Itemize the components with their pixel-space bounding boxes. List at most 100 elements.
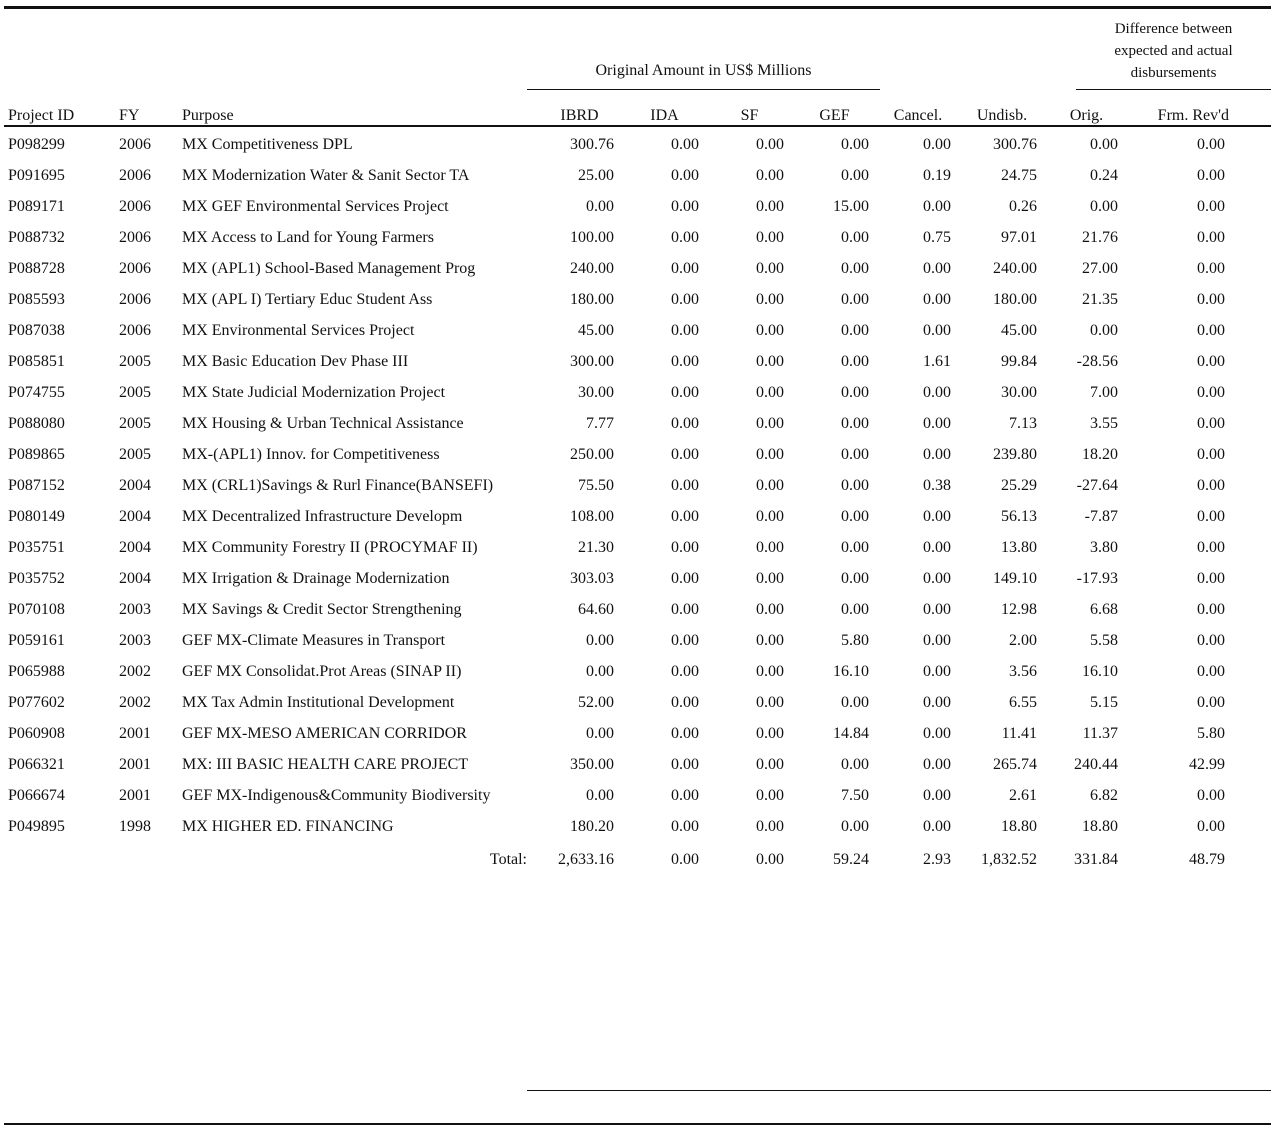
- table-row: P059161 2003 GEF MX-Climate Measures in Tr…: [8, 626, 1233, 657]
- cell-fy: 2006: [119, 229, 151, 246]
- cell-project-id: P070108: [8, 601, 65, 618]
- cell-sf: 0.00: [756, 818, 784, 835]
- cell-project-id: P059161: [8, 632, 65, 649]
- table-row: P088728 2006 MX (APL1) School-Based Manage…: [8, 254, 1233, 285]
- col-header-fy: FY: [119, 107, 140, 124]
- cell-cancel: 0.19: [923, 167, 951, 184]
- cell-purpose: MX Decentralized Infrastructure Developm: [182, 502, 537, 533]
- cell-frm-revd: 0.00: [1197, 632, 1225, 649]
- total-spacer: [8, 843, 111, 871]
- cell-gef: 0.00: [841, 167, 869, 184]
- col-header-ibrd: IBRD: [560, 107, 599, 124]
- cell-sf: 0.00: [756, 787, 784, 804]
- cell-fy: 2006: [119, 198, 151, 215]
- cell-ibrd: 0.00: [586, 725, 614, 742]
- cell-fy: 2004: [119, 539, 151, 556]
- cell-frm-revd: 0.00: [1197, 818, 1225, 835]
- cell-undisb: 18.80: [1001, 818, 1037, 835]
- cell-undisb: 2.00: [1009, 632, 1037, 649]
- cell-fy: 2004: [119, 477, 151, 494]
- cell-purpose: MX HIGHER ED. FINANCING: [182, 812, 537, 843]
- cell-sf: 0.00: [756, 601, 784, 618]
- cell-ida: 0.00: [671, 136, 699, 153]
- cell-ibrd: 21.30: [578, 539, 614, 556]
- cell-sf: 0.00: [756, 291, 784, 308]
- cell-frm-revd: 0.00: [1197, 663, 1225, 680]
- table-row: P098299 2006 MX Competitiveness DPL 300.76 0…: [8, 130, 1233, 161]
- table-row: P049895 1998 MX HIGHER ED. FINANCING 180.20…: [8, 812, 1233, 843]
- cell-ibrd: 100.00: [570, 229, 614, 246]
- cell-gef: 7.50: [841, 787, 869, 804]
- cell-fy: 2005: [119, 384, 151, 401]
- table-row: P088732 2006 MX Access to Land for Young F…: [8, 223, 1233, 254]
- cell-purpose: MX (CRL1)Savings & Rurl Finance(BANSEFI): [182, 471, 537, 502]
- cell-orig: 6.68: [1090, 601, 1118, 618]
- cell-ida: 0.00: [671, 818, 699, 835]
- cell-frm-revd: 0.00: [1197, 291, 1225, 308]
- cell-cancel: 0.00: [923, 260, 951, 277]
- cell-cancel: 0.00: [923, 291, 951, 308]
- cell-purpose: MX Basic Education Dev Phase III: [182, 347, 537, 378]
- purpose-text: MX (APL I) Tertiary Educ Student Ass: [182, 291, 433, 308]
- cell-sf: 0.00: [756, 167, 784, 184]
- cell-ibrd: 108.00: [570, 508, 614, 525]
- cell-fy: 1998: [119, 818, 151, 835]
- cell-orig: 18.20: [1082, 446, 1118, 463]
- cell-undisb: 24.75: [1001, 167, 1037, 184]
- cell-fy: 2006: [119, 260, 151, 277]
- cell-project-id: P085851: [8, 353, 65, 370]
- cell-undisb: 45.00: [1001, 322, 1037, 339]
- cell-sf: 0.00: [756, 539, 784, 556]
- purpose-text: MX Environmental Services Project: [182, 322, 415, 339]
- cell-cancel: 1.61: [923, 353, 951, 370]
- cell-purpose: MX Irrigation & Drainage Modernization: [182, 564, 537, 595]
- cell-undisb: 97.01: [1001, 229, 1037, 246]
- cell-orig: 5.58: [1090, 632, 1118, 649]
- purpose-text: MX GEF Environmental Services Project: [182, 198, 449, 215]
- difference-header-line: Difference between: [1114, 21, 1233, 37]
- cell-project-id: P087038: [8, 322, 65, 339]
- cell-sf: 0.00: [756, 415, 784, 432]
- cell-undisb: 6.55: [1009, 694, 1037, 711]
- cell-ibrd: 300.00: [570, 353, 614, 370]
- cell-orig: 240.44: [1074, 756, 1118, 773]
- table-row: P085851 2005 MX Basic Education Dev Phase …: [8, 347, 1233, 378]
- cell-gef: 0.00: [841, 260, 869, 277]
- cell-gef: 0.00: [841, 384, 869, 401]
- table-row: P065988 2002 GEF MX Consolidat.Prot Areas …: [8, 657, 1233, 688]
- cell-ida: 0.00: [671, 663, 699, 680]
- cell-gef: 0.00: [841, 291, 869, 308]
- col-header-frm-revd: Frm. Rev'd: [1157, 107, 1229, 124]
- cell-cancel: 0.38: [923, 477, 951, 494]
- table-row: P074755 2005 MX State Judicial Modernizati…: [8, 378, 1233, 409]
- purpose-text: MX (APL1) School-Based Management Prog: [182, 260, 476, 277]
- cell-project-id: P066674: [8, 787, 65, 804]
- cell-sf: 0.00: [756, 694, 784, 711]
- cell-orig: 0.00: [1090, 198, 1118, 215]
- cell-fy: 2003: [119, 632, 151, 649]
- cell-orig: 21.76: [1082, 229, 1118, 246]
- purpose-text: GEF MX-Indigenous&Community Biodiversity: [182, 787, 491, 804]
- col-header-purpose: Purpose: [182, 107, 234, 124]
- cell-gef: 0.00: [841, 322, 869, 339]
- cell-cancel: 0.00: [923, 198, 951, 215]
- cell-frm-revd: 0.00: [1197, 570, 1225, 587]
- cell-undisb: 25.29: [1001, 477, 1037, 494]
- cell-purpose: MX Savings & Credit Sector Strengthening: [182, 595, 537, 626]
- cell-ibrd: 30.00: [578, 384, 614, 401]
- cell-cancel: 0.00: [923, 322, 951, 339]
- table-row: P080149 2004 MX Decentralized Infrastructu…: [8, 502, 1233, 533]
- cell-orig: 21.35: [1082, 291, 1118, 308]
- cell-frm-revd: 0.00: [1197, 384, 1225, 401]
- col-header-project-id: Project ID: [8, 107, 75, 124]
- purpose-text: GEF MX-Climate Measures in Transport: [182, 632, 446, 649]
- total-orig: 331.84: [1074, 851, 1118, 868]
- purpose-text: MX Basic Education Dev Phase III: [182, 353, 409, 370]
- cell-ida: 0.00: [671, 601, 699, 618]
- cell-ida: 0.00: [671, 725, 699, 742]
- cell-gef: 0.00: [841, 539, 869, 556]
- cell-ida: 0.00: [671, 508, 699, 525]
- table-row: P066321 2001 MX: III BASIC HEALTH CARE PRO…: [8, 750, 1233, 781]
- cell-ibrd: 45.00: [578, 322, 614, 339]
- cell-project-id: P035751: [8, 539, 65, 556]
